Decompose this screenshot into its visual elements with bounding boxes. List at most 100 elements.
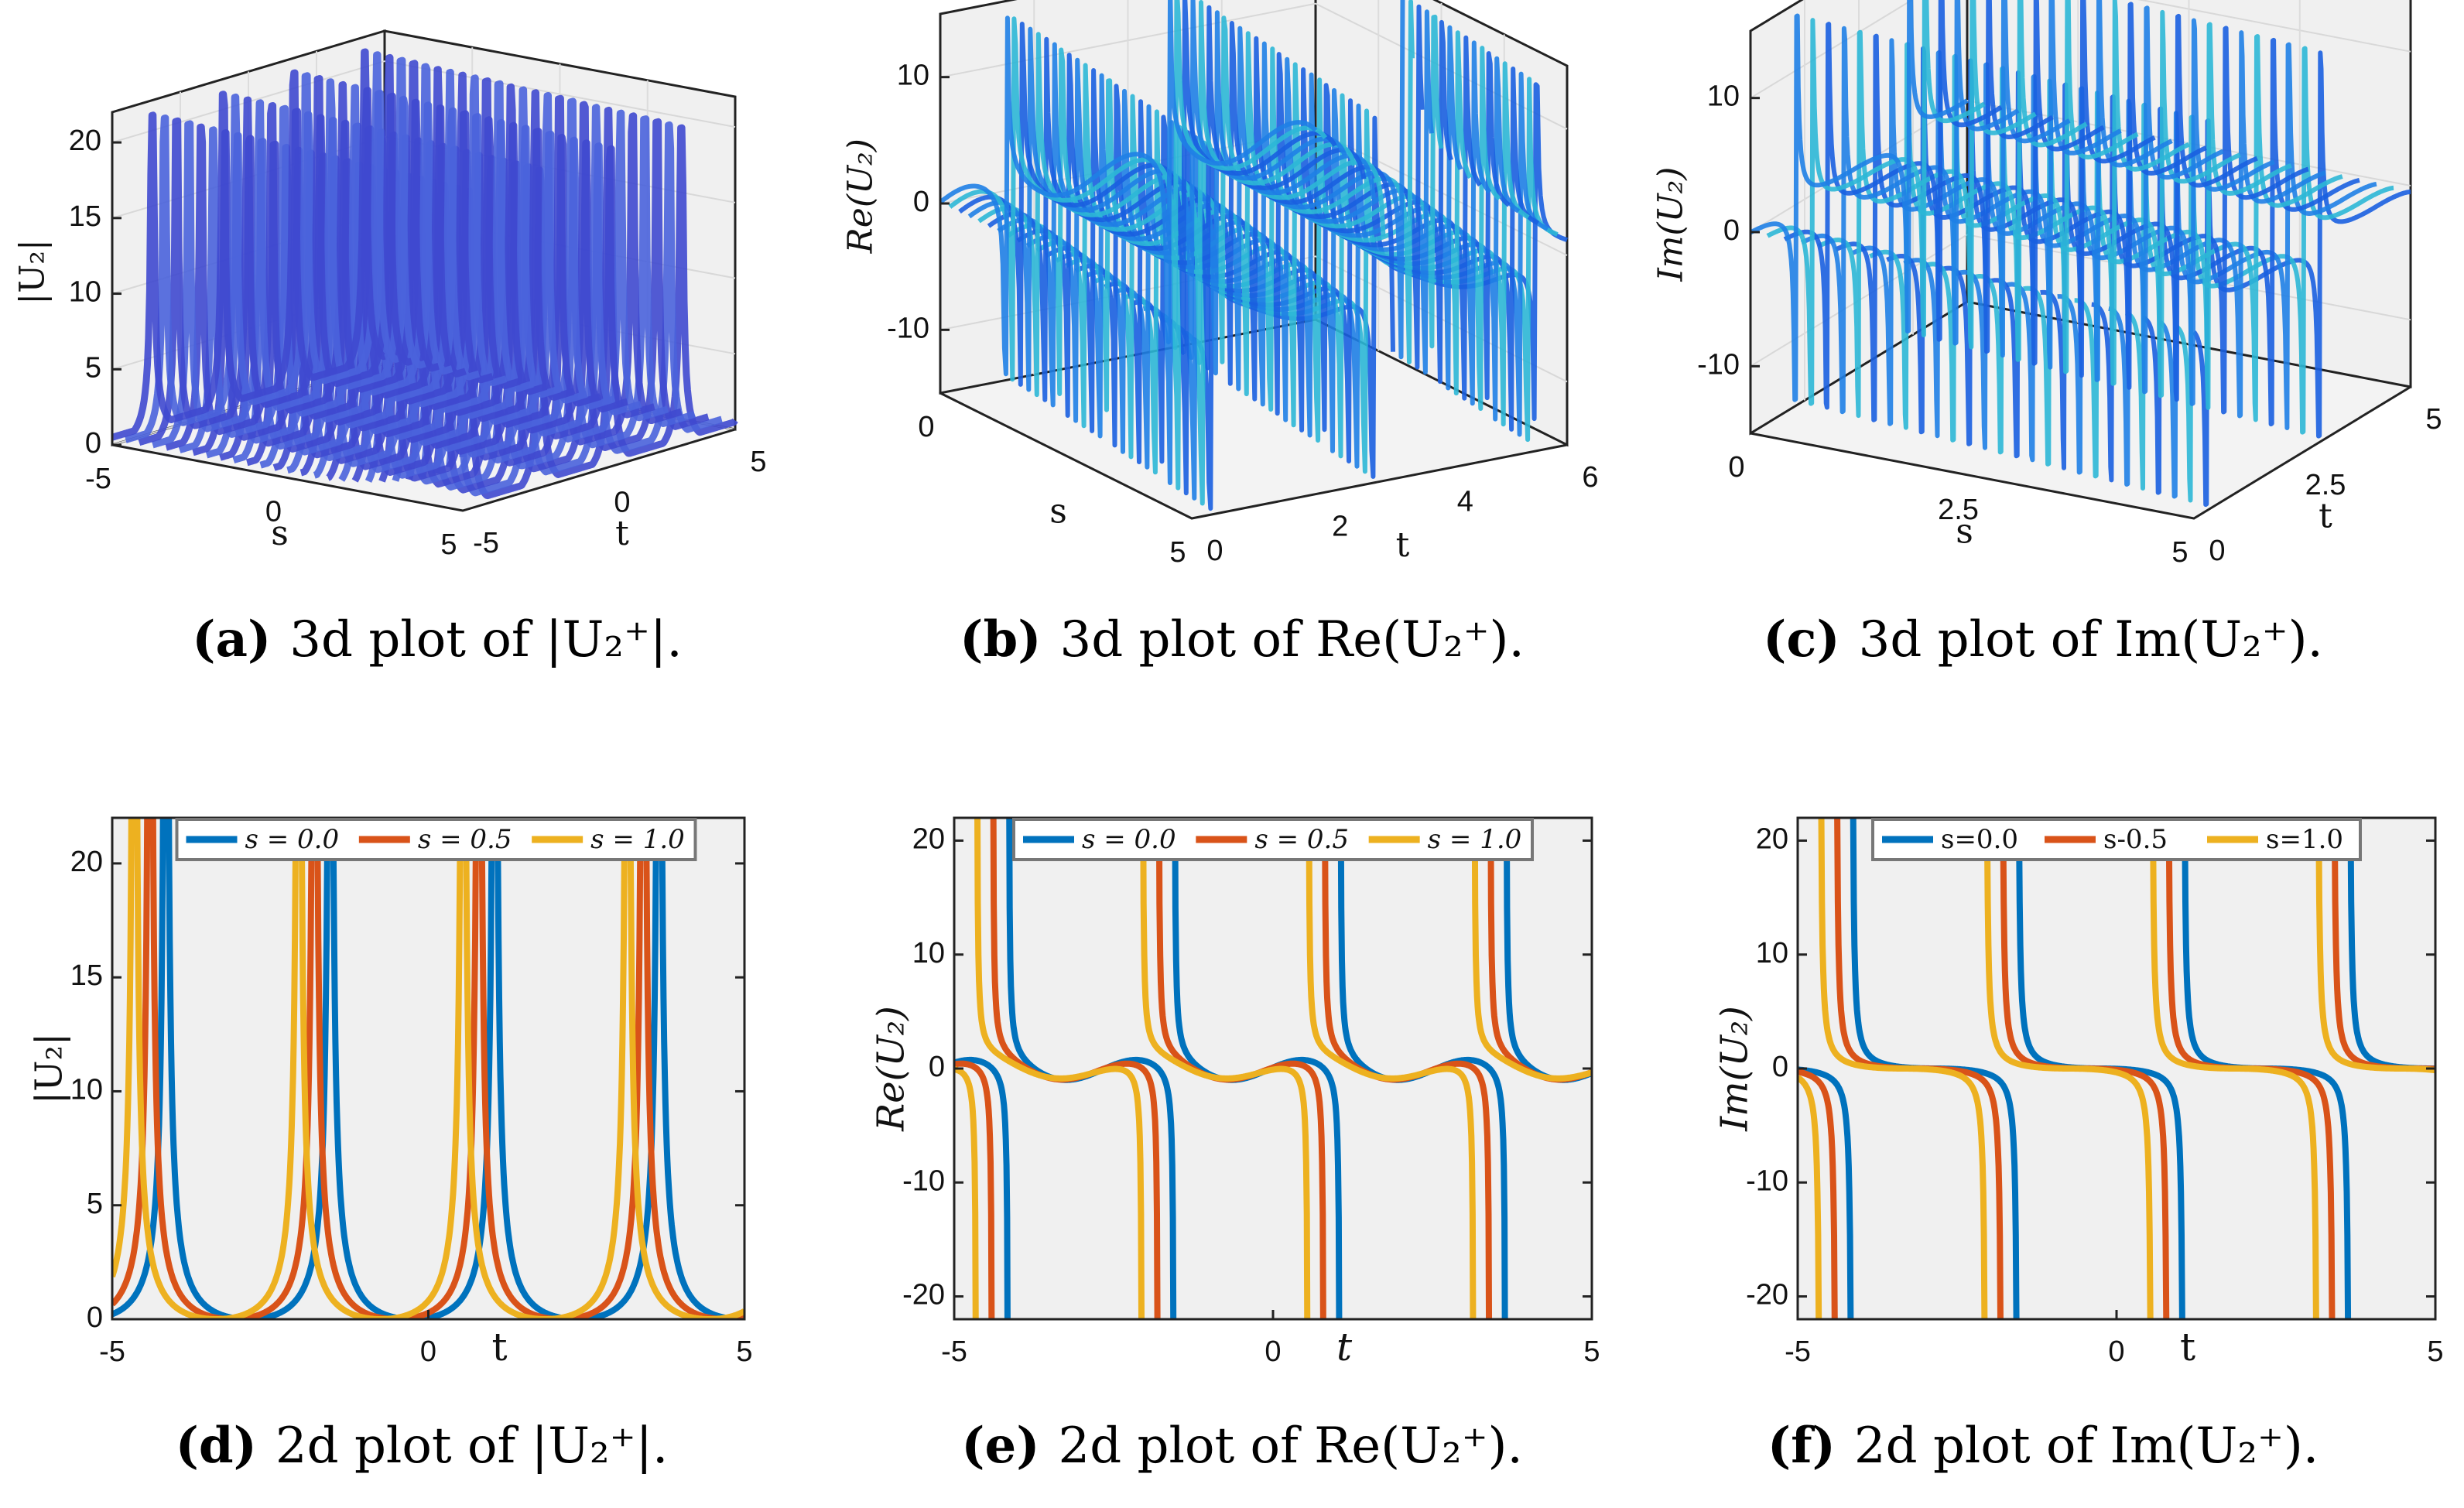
caption-b: (b) 3d plot of Re(U₂⁺). — [960, 610, 1525, 669]
surface-strip — [231, 74, 508, 463]
z-grid-line — [111, 60, 736, 144]
caption-c-text: 3d plot of Im(U₂⁺). — [1859, 611, 2323, 669]
x-axis-label: t — [491, 1325, 507, 1370]
surface-strip — [378, 106, 657, 483]
caption-d-text: 2d plot of |U₂⁺|. — [275, 1417, 668, 1475]
surface-strip — [1953, 0, 2174, 450]
caption-b-text: 3d plot of Re(U₂⁺). — [1059, 611, 1524, 669]
x-tick-label: 0 — [2108, 1335, 2124, 1368]
s-axis-label: s — [271, 514, 289, 553]
y-tick-label: 15 — [70, 959, 103, 992]
s-tick-label: 0 — [1728, 451, 1744, 484]
s-tick-label: 5 — [440, 528, 457, 561]
z-tick-label: 20 — [69, 125, 101, 157]
s-tick-label: 0 — [265, 496, 282, 528]
t-tick-label: 0 — [614, 487, 630, 519]
z-tick-label: -10 — [887, 312, 929, 344]
y-tick-label: -10 — [1746, 1164, 1788, 1197]
z-axis-label: Im(U₂) — [1651, 167, 1691, 282]
caption-c: (c) 3d plot of Im(U₂⁺). — [1763, 610, 2323, 669]
caption-a-letter: (a) — [192, 610, 271, 669]
y-axis-label: |U₂| — [28, 1033, 71, 1104]
panel-f-line-chart: -20 -10 0 10 20 -5 0 5 t Im(U₂) s=0.0 s-0.5 s=1.0 — [1713, 816, 2444, 1370]
y-axis-label: Im(U₂) — [1713, 1006, 1757, 1132]
surface-strip — [136, 53, 414, 446]
surface-strip — [338, 97, 617, 482]
y-tick-label: 20 — [912, 822, 945, 855]
legend-box — [1012, 818, 1534, 861]
t-tick-label: 6 — [1582, 461, 1598, 494]
surface-strip — [446, 121, 724, 497]
surface-strip — [258, 80, 536, 469]
legend-label-0: s = 0.0 — [1082, 824, 1176, 855]
y-tick-label: -20 — [902, 1279, 945, 1311]
x-tick-label: 5 — [1583, 1335, 1600, 1368]
surface-strip — [364, 104, 644, 483]
y-tick-label: 0 — [929, 1051, 945, 1083]
z-tick-label: 15 — [69, 200, 101, 233]
s-axis-label: s — [1049, 492, 1067, 532]
z-tick-label: 0 — [1723, 214, 1740, 247]
s-tick-label: 5 — [1169, 536, 1186, 569]
surface-strip — [123, 51, 401, 443]
z-tick-label: 10 — [69, 276, 101, 309]
z-grid-line — [1750, 0, 2411, 99]
surface-strip — [1851, 0, 2072, 426]
surface-strip — [392, 109, 670, 485]
y-tick-label: 10 — [912, 937, 945, 969]
s-tick-label: 0 — [918, 411, 934, 443]
surface-strip — [459, 124, 738, 500]
z-axis-label: |U₂| — [13, 239, 53, 304]
legend-label-2: s=1.0 — [2266, 824, 2343, 855]
legend-label-2: s = 1.0 — [590, 824, 685, 855]
series-line-2 — [954, 818, 1592, 1319]
surface-strip — [958, 0, 1337, 387]
t-tick-label: 0 — [2209, 535, 2225, 567]
series-line-2 — [112, 818, 744, 1319]
t-tick-label: 0 — [1206, 535, 1223, 567]
t-tick-label: -5 — [473, 527, 499, 559]
surface-strip — [432, 118, 711, 494]
series-line-2 — [1798, 818, 2435, 1319]
surface-strip — [351, 101, 630, 483]
surface-strip — [110, 48, 387, 441]
caption-d-letter: (d) — [176, 1417, 257, 1475]
caption-f-text: 2d plot of Im(U₂⁺). — [1854, 1417, 2319, 1475]
y-tick-label: 20 — [70, 846, 103, 878]
surface-strip — [285, 86, 563, 474]
y-tick-label: 10 — [70, 1073, 103, 1106]
caption-f-letter: (f) — [1768, 1417, 1836, 1475]
x-tick-label: -5 — [941, 1335, 967, 1368]
y-tick-label: -10 — [902, 1164, 945, 1197]
z-axis-label: Re(U₂) — [841, 138, 881, 254]
z-tick-label: 10 — [1707, 80, 1740, 113]
s-tick-label: 2.5 — [1938, 494, 1979, 526]
x-tick-label: 5 — [736, 1335, 752, 1368]
caption-a: (a) 3d plot of |U₂⁺|. — [192, 610, 683, 669]
surface-strip — [1834, 0, 2054, 422]
z-tick-label: 5 — [85, 351, 101, 384]
t-axis-label: t — [615, 514, 629, 553]
y-tick-label: 5 — [87, 1188, 103, 1220]
s-tick-label: -5 — [85, 463, 111, 495]
z-tick-label: -10 — [1697, 348, 1740, 381]
panel-e-line-chart: -20 -10 0 10 20 -5 0 5 t Re(U₂) s = 0.0 s = 0.5 s = … — [870, 816, 1600, 1370]
surface-strip — [1817, 0, 2037, 419]
caption-c-letter: (c) — [1763, 610, 1840, 669]
t-tick-label: 5 — [750, 446, 766, 478]
caption-a-text: 3d plot of |U₂⁺|. — [289, 611, 682, 669]
legend-label-1: s = 0.5 — [418, 824, 512, 855]
surface-strip — [419, 115, 697, 491]
legend-label-1: s = 0.5 — [1254, 824, 1349, 855]
s-axis-label: s — [1956, 512, 1973, 552]
caption-b-letter: (b) — [960, 610, 1041, 669]
caption-e: (e) 2d plot of Re(U₂⁺). — [961, 1417, 1523, 1475]
y-tick-label: 0 — [87, 1301, 103, 1334]
caption-f: (f) 2d plot of Im(U₂⁺). — [1768, 1417, 2319, 1475]
box-base-edge — [1750, 385, 2411, 520]
surface-strip — [939, 0, 1318, 377]
z-tick-label: 0 — [913, 186, 929, 218]
